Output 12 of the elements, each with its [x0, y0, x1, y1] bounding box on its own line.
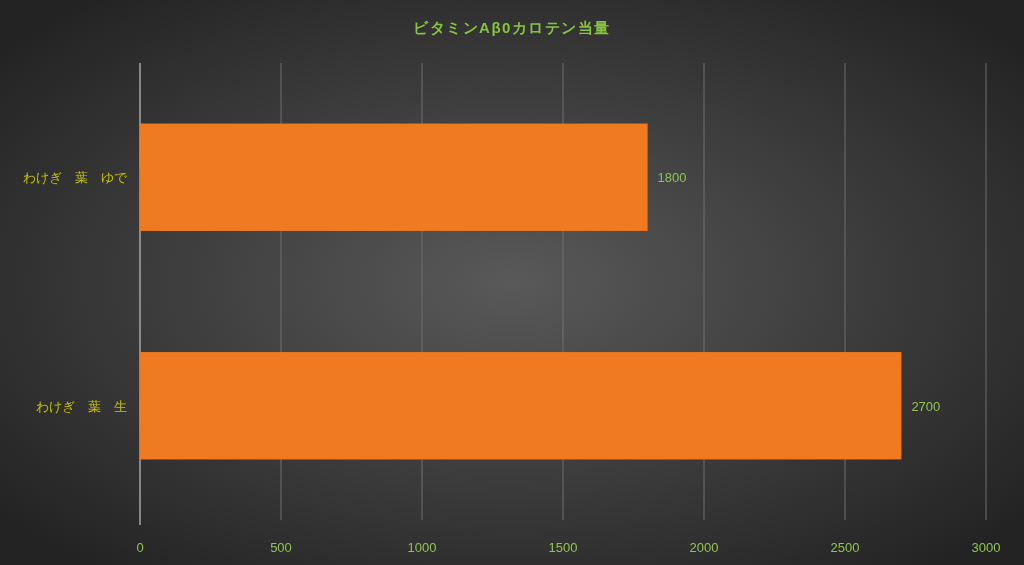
chart-title: ビタミンAβ0カロテン当量	[413, 19, 611, 36]
x-tick-label: 2500	[830, 540, 860, 555]
y-tick-label: わけぎ 葉 生	[36, 398, 127, 414]
data-label: 1800	[657, 170, 687, 186]
x-tick-label: 1500	[548, 540, 578, 555]
data-label: 2700	[911, 398, 941, 414]
x-tick-label: 1000	[407, 540, 437, 555]
x-tick-label: 3000	[971, 540, 1001, 555]
x-tick-label: 0	[136, 540, 144, 555]
y-tick-label: わけぎ 葉 ゆで	[23, 170, 128, 186]
x-tick-label: 2000	[689, 540, 719, 555]
x-tick-label: 500	[270, 540, 292, 555]
